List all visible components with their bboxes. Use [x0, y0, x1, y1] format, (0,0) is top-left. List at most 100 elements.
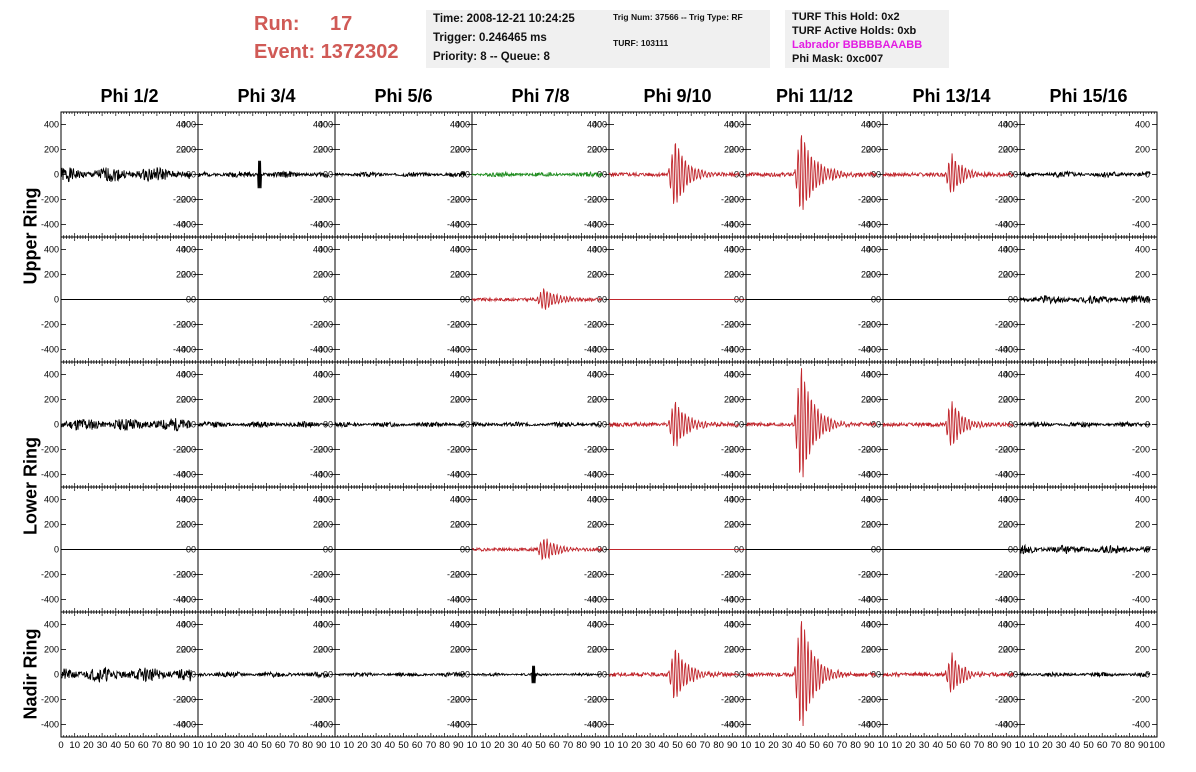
y-tick-label-left: -400: [315, 345, 333, 355]
y-tick-label-right: -400: [447, 470, 465, 480]
run-label: Run:: [254, 13, 300, 35]
y-tick-label-right: 200: [724, 520, 739, 530]
y-tick-label-left: -200: [726, 570, 744, 580]
y-tick-label-right: -200: [1132, 320, 1150, 330]
y-tick-label-right: 200: [724, 270, 739, 280]
y-tick-label-right: 200: [998, 520, 1013, 530]
y-tick-label-left: -200: [863, 445, 881, 455]
y-tick-label-right: -400: [995, 345, 1013, 355]
y-tick-label-right: 200: [1135, 395, 1150, 405]
y-tick-label-right: -400: [584, 220, 602, 230]
time-text: Time: 2008-12-21 10:24:25: [433, 13, 575, 25]
waveform-trace: [1019, 170, 1151, 179]
y-tick-label-right: 400: [450, 120, 465, 130]
y-tick-label-left: -200: [589, 320, 607, 330]
event-value: 1372302: [320, 41, 399, 63]
y-tick-label-right: 400: [998, 620, 1013, 630]
y-tick-label-left: 400: [592, 120, 607, 130]
waveform-trace: [608, 401, 740, 447]
y-tick-label-left: -400: [589, 220, 607, 230]
waveform-trace: [197, 420, 329, 429]
y-tick-label-left: 0: [1013, 545, 1018, 555]
y-tick-label-right: 400: [176, 495, 191, 505]
waveform-trace: [334, 170, 466, 179]
y-tick-label-left: -200: [726, 195, 744, 205]
turf-text: TURF: 103111: [613, 38, 669, 48]
y-tick-label-right: -400: [447, 220, 465, 230]
column-header-phi-11-12: Phi 11/12: [775, 86, 854, 106]
y-tick-label-right: -200: [858, 570, 876, 580]
waveform-trace: [882, 652, 1014, 693]
waveform-trace: [471, 420, 603, 429]
y-tick-label-right: 200: [587, 395, 602, 405]
y-tick-label-left: 0: [1013, 295, 1018, 305]
y-tick-label-right: -200: [721, 445, 739, 455]
y-tick-label-left: -400: [41, 470, 59, 480]
y-tick-label-right: -200: [584, 695, 602, 705]
y-tick-label-left: 400: [318, 245, 333, 255]
y-tick-label-left: 400: [318, 620, 333, 630]
y-tick-label-left: -200: [726, 695, 744, 705]
y-tick-label-left: 0: [328, 670, 333, 680]
y-tick-label-right: -400: [173, 595, 191, 605]
y-tick-label-left: 0: [191, 670, 196, 680]
y-tick-label-left: 0: [54, 420, 59, 430]
y-tick-label-left: -400: [178, 345, 196, 355]
y-tick-label-left: 0: [1013, 420, 1018, 430]
y-tick-label-left: 400: [181, 245, 196, 255]
y-tick-label-left: 400: [729, 495, 744, 505]
turf-info-box: TURF This Hold: 0x2 TURF Active Holds: 0…: [785, 10, 949, 68]
y-tick-label-right: -400: [1132, 595, 1150, 605]
y-tick-label-right: -200: [721, 570, 739, 580]
y-tick-label-left: 200: [318, 645, 333, 655]
y-tick-label-left: 400: [866, 495, 881, 505]
y-tick-label-left: 400: [729, 120, 744, 130]
waveform-trace: [60, 166, 192, 183]
y-tick-label-left: 400: [44, 245, 59, 255]
y-tick-label-right: -200: [584, 570, 602, 580]
y-tick-label-right: 200: [1135, 520, 1150, 530]
y-tick-label-right: -200: [1132, 195, 1150, 205]
y-tick-label-right: 0: [597, 420, 602, 430]
y-tick-label-right: 400: [313, 370, 328, 380]
y-tick-label-right: 200: [176, 645, 191, 655]
y-tick-label-left: -200: [1000, 570, 1018, 580]
y-tick-label-left: 200: [1003, 145, 1018, 155]
y-tick-label-right: -400: [447, 345, 465, 355]
y-tick-label-left: 400: [1003, 120, 1018, 130]
y-tick-label-left: -200: [589, 570, 607, 580]
y-tick-label-right: 400: [176, 120, 191, 130]
y-tick-label-left: 0: [602, 170, 607, 180]
phi-mask-text: Phi Mask: 0xc007: [792, 53, 884, 65]
y-tick-label-left: 200: [455, 145, 470, 155]
y-tick-label-right: 400: [724, 120, 739, 130]
y-tick-label-left: -200: [178, 695, 196, 705]
y-tick-label-left: -400: [1000, 220, 1018, 230]
waveform-trace: [60, 666, 192, 683]
waveform-trace: [745, 135, 877, 210]
y-tick-label-right: 200: [450, 145, 465, 155]
y-tick-label-left: -200: [452, 695, 470, 705]
y-tick-label-right: -200: [995, 320, 1013, 330]
y-tick-label-left: -400: [589, 345, 607, 355]
y-tick-label-left: 0: [54, 170, 59, 180]
y-tick-label-left: -400: [315, 220, 333, 230]
y-tick-label-left: -200: [452, 320, 470, 330]
